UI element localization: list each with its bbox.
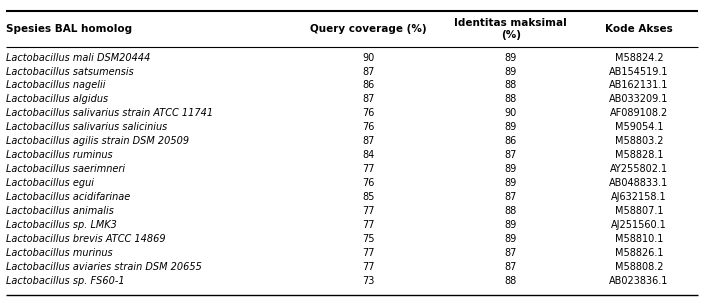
Text: 77: 77 bbox=[362, 164, 375, 174]
Text: AB048833.1: AB048833.1 bbox=[609, 178, 668, 188]
Text: AB023836.1: AB023836.1 bbox=[609, 275, 668, 286]
Text: 88: 88 bbox=[505, 94, 517, 105]
Text: Lactobacillus brevis ATCC 14869: Lactobacillus brevis ATCC 14869 bbox=[6, 234, 165, 244]
Text: M58808.2: M58808.2 bbox=[614, 261, 663, 272]
Text: 84: 84 bbox=[362, 150, 375, 160]
Text: Lactobacillus acidifarinae: Lactobacillus acidifarinae bbox=[6, 192, 130, 202]
Text: 87: 87 bbox=[505, 261, 517, 272]
Text: M58824.2: M58824.2 bbox=[614, 52, 663, 63]
Text: M58826.1: M58826.1 bbox=[614, 248, 663, 258]
Text: 89: 89 bbox=[505, 220, 517, 230]
Text: 87: 87 bbox=[505, 192, 517, 202]
Text: 90: 90 bbox=[505, 108, 517, 118]
Text: 87: 87 bbox=[362, 94, 375, 105]
Text: AB033209.1: AB033209.1 bbox=[609, 94, 668, 105]
Text: Lactobacillus sp. LMK3: Lactobacillus sp. LMK3 bbox=[6, 220, 117, 230]
Text: AJ251560.1: AJ251560.1 bbox=[611, 220, 667, 230]
Text: Spesies BAL homolog: Spesies BAL homolog bbox=[6, 24, 132, 34]
Text: 85: 85 bbox=[362, 192, 375, 202]
Text: Lactobacillus ruminus: Lactobacillus ruminus bbox=[6, 150, 112, 160]
Text: 76: 76 bbox=[362, 178, 375, 188]
Text: 90: 90 bbox=[362, 52, 375, 63]
Text: AB162131.1: AB162131.1 bbox=[609, 80, 668, 91]
Text: 89: 89 bbox=[505, 178, 517, 188]
Text: 89: 89 bbox=[505, 122, 517, 132]
Text: Lactobacillus algidus: Lactobacillus algidus bbox=[6, 94, 107, 105]
Text: Query coverage (%): Query coverage (%) bbox=[310, 24, 427, 34]
Text: 75: 75 bbox=[362, 234, 375, 244]
Text: 87: 87 bbox=[362, 136, 375, 146]
Text: 88: 88 bbox=[505, 80, 517, 91]
Text: M58803.2: M58803.2 bbox=[614, 136, 663, 146]
Text: M59054.1: M59054.1 bbox=[614, 122, 663, 132]
Text: 88: 88 bbox=[505, 206, 517, 216]
Text: Identitas maksimal
(%): Identitas maksimal (%) bbox=[454, 18, 567, 40]
Text: Lactobacillus satsumensis: Lactobacillus satsumensis bbox=[6, 66, 133, 77]
Text: 89: 89 bbox=[505, 52, 517, 63]
Text: 77: 77 bbox=[362, 261, 375, 272]
Text: 89: 89 bbox=[505, 66, 517, 77]
Text: Lactobacillus mali DSM20444: Lactobacillus mali DSM20444 bbox=[6, 52, 150, 63]
Text: Kode Akses: Kode Akses bbox=[605, 24, 673, 34]
Text: Lactobacillus salivarius salicinius: Lactobacillus salivarius salicinius bbox=[6, 122, 167, 132]
Text: Lactobacillus nagelii: Lactobacillus nagelii bbox=[6, 80, 105, 91]
Text: 89: 89 bbox=[505, 164, 517, 174]
Text: 77: 77 bbox=[362, 206, 375, 216]
Text: 87: 87 bbox=[362, 66, 375, 77]
Text: 86: 86 bbox=[362, 80, 375, 91]
Text: Lactobacillus animalis: Lactobacillus animalis bbox=[6, 206, 114, 216]
Text: M58807.1: M58807.1 bbox=[614, 206, 663, 216]
Text: AY255802.1: AY255802.1 bbox=[610, 164, 668, 174]
Text: M58828.1: M58828.1 bbox=[614, 150, 663, 160]
Text: Lactobacillus egui: Lactobacillus egui bbox=[6, 178, 93, 188]
Text: 88: 88 bbox=[505, 275, 517, 286]
Text: 73: 73 bbox=[362, 275, 375, 286]
Text: Lactobacillus saerimneri: Lactobacillus saerimneri bbox=[6, 164, 125, 174]
Text: 76: 76 bbox=[362, 122, 375, 132]
Text: Lactobacillus aviaries strain DSM 20655: Lactobacillus aviaries strain DSM 20655 bbox=[6, 261, 201, 272]
Text: 89: 89 bbox=[505, 234, 517, 244]
Text: AF089108.2: AF089108.2 bbox=[610, 108, 668, 118]
Text: AB154519.1: AB154519.1 bbox=[609, 66, 668, 77]
Text: 87: 87 bbox=[505, 248, 517, 258]
Text: 77: 77 bbox=[362, 248, 375, 258]
Text: Lactobacillus sp. FS60-1: Lactobacillus sp. FS60-1 bbox=[6, 275, 124, 286]
Text: Lactobacillus murinus: Lactobacillus murinus bbox=[6, 248, 112, 258]
Text: Lactobacillus salivarius strain ATCC 11741: Lactobacillus salivarius strain ATCC 117… bbox=[6, 108, 213, 118]
Text: 86: 86 bbox=[505, 136, 517, 146]
Text: M58810.1: M58810.1 bbox=[615, 234, 663, 244]
Text: 77: 77 bbox=[362, 220, 375, 230]
Text: Lactobacillus agilis strain DSM 20509: Lactobacillus agilis strain DSM 20509 bbox=[6, 136, 189, 146]
Text: 76: 76 bbox=[362, 108, 375, 118]
Text: 87: 87 bbox=[505, 150, 517, 160]
Text: AJ632158.1: AJ632158.1 bbox=[611, 192, 667, 202]
